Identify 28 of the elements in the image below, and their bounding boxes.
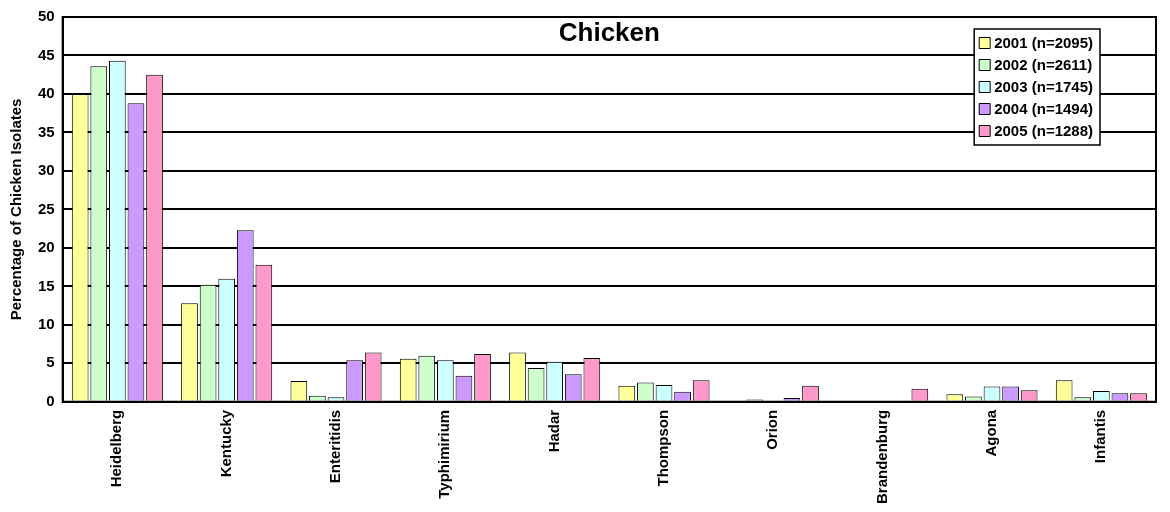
chart-title: Chicken (558, 17, 660, 48)
y-axis-title: Percentage of Chicken Isolates (7, 98, 25, 321)
x-tick-label: Kentucky (216, 409, 234, 478)
y-tick-label: 20 (38, 238, 55, 256)
y-tick-label: 45 (38, 45, 55, 63)
x-tick-label: Typhimirium (435, 409, 453, 499)
legend-label: 2004 (n=1494) (994, 100, 1094, 118)
y-tick-label: 50 (38, 7, 55, 25)
y-tick-label: 30 (38, 161, 55, 179)
legend-label: 2003 (n=1745) (994, 78, 1094, 96)
x-tick-label: Agona (982, 409, 1000, 457)
y-tick-label: 40 (38, 84, 55, 102)
x-tick-label: Orion (763, 409, 781, 450)
x-tick-label: Infantis (1091, 409, 1109, 464)
x-tick-label: Brandenburg (872, 409, 890, 504)
y-tick-label: 0 (46, 391, 55, 409)
x-tick-label: Thompson (654, 409, 672, 487)
y-tick-label: 35 (38, 122, 55, 140)
y-tick-label: 5 (46, 353, 55, 371)
x-tick-label: Hadar (544, 409, 562, 453)
y-tick-label: 15 (38, 276, 55, 294)
x-tick-label: Enteritidis (326, 409, 344, 484)
x-tick-label: Heidelberg (107, 409, 125, 488)
y-tick-label: 25 (38, 199, 55, 217)
y-tick-label: 10 (38, 315, 55, 333)
legend-label: 2002 (n=2611) (994, 56, 1093, 74)
legend-label: 2001 (n=2095) (994, 34, 1094, 52)
legend-label: 2005 (n=1288) (994, 122, 1094, 140)
